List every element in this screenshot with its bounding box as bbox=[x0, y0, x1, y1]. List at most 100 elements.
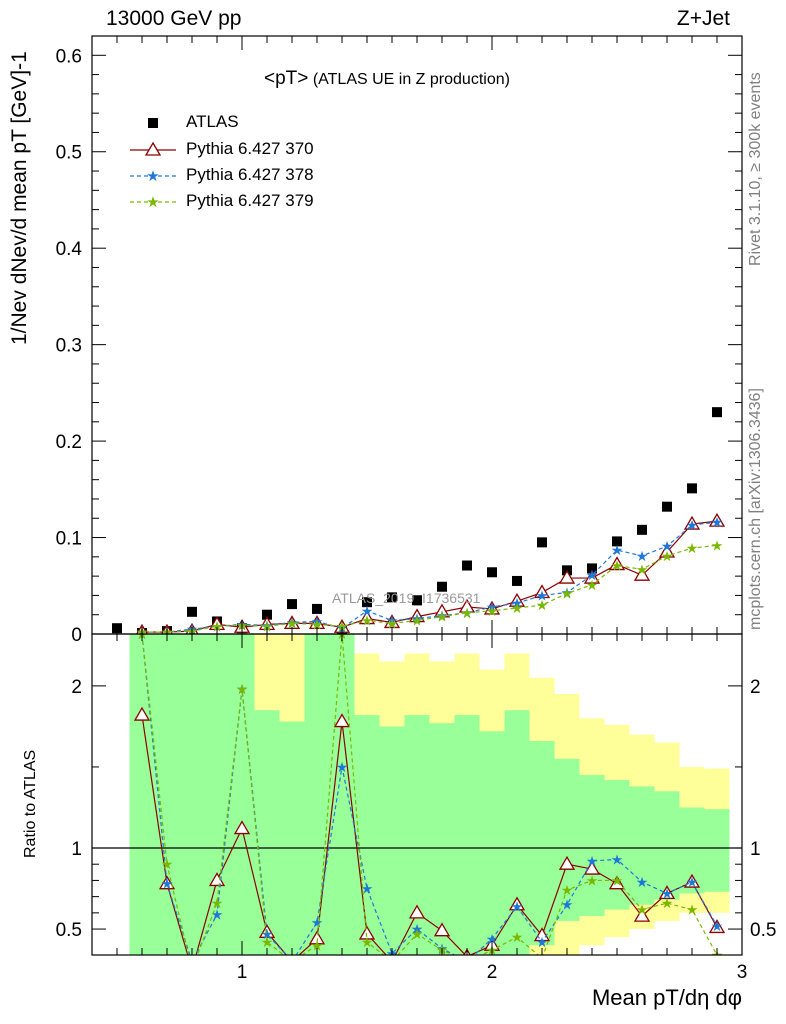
ratio-point-pythia-370 bbox=[308, 930, 326, 945]
data-point-pythia-370 bbox=[483, 600, 501, 615]
ratio-point-pythia-378: ★ bbox=[686, 875, 699, 891]
y-tick-label: 0.2 bbox=[56, 432, 82, 453]
ratio-point-pythia-378: ★ bbox=[261, 927, 274, 943]
legend-item-atlas: ATLAS bbox=[128, 111, 388, 135]
legend-item-pythia-378: ★ Pythia 6.427 378 bbox=[128, 164, 388, 188]
data-point-pythia-379: ★ bbox=[336, 619, 349, 635]
data-point-atlas bbox=[462, 560, 472, 571]
ratio-point-pythia-378: ★ bbox=[461, 954, 474, 970]
ratio-band-green bbox=[379, 726, 405, 955]
legend-marker-pythia-379: ★ bbox=[130, 193, 176, 211]
ratio-point-pythia-379: ★ bbox=[636, 903, 649, 919]
y-tick-label: 0.4 bbox=[56, 239, 83, 260]
ratio-band-green bbox=[579, 775, 605, 917]
ratio-band-green bbox=[654, 791, 680, 900]
data-point-pythia-378: ★ bbox=[611, 543, 624, 559]
ratio-point-pythia-370 bbox=[290, 953, 294, 955]
ratio-point-pythia-370 bbox=[133, 706, 151, 721]
ratio-point-pythia-370 bbox=[508, 896, 526, 911]
data-point-pythia-379: ★ bbox=[411, 613, 424, 629]
analysis-watermark: ATLAS_2019_I1736531 bbox=[332, 590, 481, 606]
data-point-atlas bbox=[687, 483, 697, 494]
ratio-point-pythia-379: ★ bbox=[411, 927, 424, 943]
svg-text:★: ★ bbox=[146, 167, 159, 185]
data-point-pythia-379: ★ bbox=[511, 601, 524, 617]
ratio-band-green bbox=[129, 634, 155, 955]
ratio-point-pythia-378: ★ bbox=[586, 854, 599, 870]
plot-title: <pT> (ATLAS UE in Z production) bbox=[264, 68, 510, 90]
y-tick-label: 0.6 bbox=[56, 46, 82, 67]
ratio-point-pythia-378: ★ bbox=[186, 954, 199, 970]
y-tick-label: 0 bbox=[71, 625, 82, 646]
x-axis-title: Mean pT/dη dφ bbox=[591, 985, 742, 1010]
ratio-point-pythia-379: ★ bbox=[511, 930, 524, 946]
data-point-pythia-379: ★ bbox=[386, 616, 399, 632]
data-point-atlas bbox=[612, 536, 622, 547]
ratio-point-pythia-370 bbox=[658, 885, 676, 900]
series-line-pythia-370 bbox=[142, 520, 718, 633]
ratio-band-green bbox=[354, 715, 380, 955]
ratio-point-pythia-378: ★ bbox=[561, 898, 574, 914]
data-point-pythia-378: ★ bbox=[536, 588, 549, 604]
data-point-pythia-378: ★ bbox=[711, 515, 724, 531]
data-point-pythia-379: ★ bbox=[661, 549, 674, 565]
data-point-atlas bbox=[512, 575, 522, 586]
y-tick-label: 0.5 bbox=[56, 143, 82, 164]
ratio-point-pythia-378: ★ bbox=[486, 932, 499, 948]
ratio-line-pythia-379 bbox=[141, 634, 718, 955]
data-point-pythia-379: ★ bbox=[211, 619, 224, 635]
data-point-pythia-378: ★ bbox=[411, 612, 424, 628]
data-point-atlas bbox=[287, 599, 297, 610]
ratio-y-axis-title: Ratio to ATLAS bbox=[22, 749, 39, 858]
legend-label-pythia-370: Pythia 6.427 370 bbox=[186, 139, 314, 158]
data-point-pythia-378: ★ bbox=[311, 614, 324, 630]
data-point-atlas bbox=[587, 563, 597, 574]
legend-item-pythia-370: Pythia 6.427 370 bbox=[128, 138, 388, 162]
ratio-point-pythia-379: ★ bbox=[561, 883, 574, 899]
data-point-pythia-378: ★ bbox=[361, 604, 374, 620]
ratio-point-pythia-379: ★ bbox=[586, 873, 599, 889]
ratio-point-pythia-370 bbox=[408, 904, 426, 919]
data-point-pythia-379: ★ bbox=[286, 616, 299, 632]
ratio-y-tick-label: 1 bbox=[71, 839, 82, 860]
ratio-point-pythia-379: ★ bbox=[186, 963, 199, 979]
data-point-atlas bbox=[387, 592, 397, 603]
ratio-y-tick-label: 2 bbox=[71, 677, 82, 698]
ratio-point-pythia-378: ★ bbox=[161, 877, 174, 893]
ratio-point-pythia-370 bbox=[333, 713, 351, 728]
ratio-point-pythia-370 bbox=[633, 907, 651, 922]
data-point-pythia-378: ★ bbox=[661, 539, 674, 555]
data-point-pythia-378: ★ bbox=[386, 613, 399, 629]
x-tick-label: 3 bbox=[737, 962, 748, 983]
ratio-point-pythia-379: ★ bbox=[211, 896, 224, 912]
ratio-band-green bbox=[304, 634, 330, 955]
ratio-point-pythia-379: ★ bbox=[236, 682, 249, 698]
ratio-band-green bbox=[279, 721, 305, 955]
data-point-atlas bbox=[637, 524, 647, 535]
data-point-atlas bbox=[662, 501, 672, 512]
data-point-pythia-378: ★ bbox=[461, 606, 474, 622]
legend-label-atlas: ATLAS bbox=[186, 112, 239, 131]
data-point-pythia-379: ★ bbox=[461, 606, 474, 622]
data-point-pythia-378: ★ bbox=[261, 618, 274, 634]
ratio-y-tick-label-right: 2 bbox=[750, 677, 761, 698]
data-point-pythia-370 bbox=[708, 512, 726, 527]
ratio-point-pythia-378: ★ bbox=[511, 899, 524, 915]
ratio-point-pythia-378: ★ bbox=[711, 919, 724, 935]
x-tick-label: 1 bbox=[237, 962, 248, 983]
data-point-atlas bbox=[362, 597, 372, 608]
series-line-pythia-378 bbox=[142, 521, 718, 633]
ratio-band-green bbox=[429, 723, 455, 955]
ratio-y-tick-label-right: 1 bbox=[750, 839, 761, 860]
data-point-atlas bbox=[537, 537, 547, 548]
data-point-pythia-370 bbox=[658, 543, 676, 558]
plot-title-sub: (ATLAS UE in Z production) bbox=[312, 71, 510, 88]
legend-marker-pythia-378: ★ bbox=[130, 167, 176, 185]
data-point-pythia-379: ★ bbox=[686, 541, 699, 557]
ratio-band-green bbox=[479, 731, 505, 955]
data-point-pythia-379: ★ bbox=[561, 586, 574, 602]
ratio-point-pythia-370 bbox=[185, 963, 199, 975]
ratio-point-pythia-370 bbox=[233, 820, 251, 835]
ratio-y-tick-label: 0.5 bbox=[56, 920, 82, 941]
ratio-band-green bbox=[229, 634, 255, 955]
